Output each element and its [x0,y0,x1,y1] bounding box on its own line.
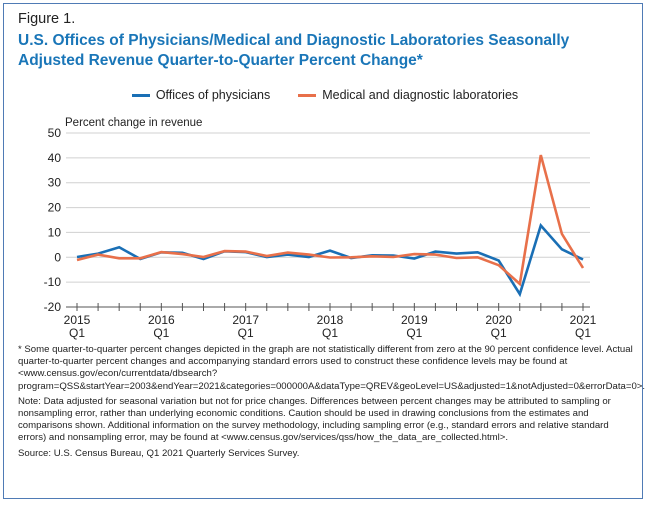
x-tick-label-year: 2020 [485,313,512,327]
x-tick-label-quarter: Q1 [322,326,338,340]
y-tick-label: 40 [48,151,62,165]
y-tick-label: -20 [44,300,62,314]
legend-label-laboratories: Medical and diagnostic laboratories [322,88,519,102]
x-tick-label-quarter: Q1 [69,326,85,340]
legend: Offices of physicians Medical and diagno… [0,88,650,102]
series-line-laboratories [76,154,585,287]
x-tick-label-year: 2021 [570,313,597,327]
x-tick-label-quarter: Q1 [153,326,169,340]
y-tick-label: -10 [44,275,62,289]
footnotes: * Some quarter-to-quarter percent change… [18,344,646,463]
series-line-physicians [76,222,584,298]
legend-label-physicians: Offices of physicians [155,88,271,102]
x-tick-label-year: 2016 [148,313,175,327]
y-tick-label: 50 [48,126,62,140]
x-tick-label-quarter: Q1 [406,326,422,340]
figure-label: Figure 1. [18,11,76,27]
x-tick-label-year: 2018 [317,313,344,327]
x-tick-label-year: 2015 [64,313,91,327]
footnote-note: Note: Data adjusted for seasonal variati… [18,395,611,444]
x-tick-label-quarter: Q1 [238,326,254,340]
footnote-asterisk: * Some quarter-to-quarter percent change… [18,344,646,392]
footnote-source: Source: U.S. Census Bureau, Q1 2021 Quar… [18,447,300,459]
x-tick-label-quarter: Q1 [491,326,507,340]
legend-item-physicians: Offices of physicians [131,88,271,102]
y-tick-label: 20 [48,201,62,215]
legend-swatch-physicians [131,93,150,97]
chart-title: U.S. Offices of Physicians/Medical and D… [18,32,570,69]
y-tick-label: 10 [48,225,62,239]
y-tick-label: 0 [54,250,61,264]
y-tick-label: 30 [48,176,62,190]
legend-swatch-laboratories [298,93,317,97]
x-tick-label-year: 2019 [401,313,428,327]
line-chart: Percent change in revenue 50 40 30 20 10 0 -10… [44,117,597,340]
y-axis-label: Percent change in revenue [65,117,202,129]
legend-item-laboratories: Medical and diagnostic laboratories [298,88,518,102]
x-tick-label-quarter: Q1 [575,326,591,340]
x-tick-label-year: 2017 [232,313,259,327]
